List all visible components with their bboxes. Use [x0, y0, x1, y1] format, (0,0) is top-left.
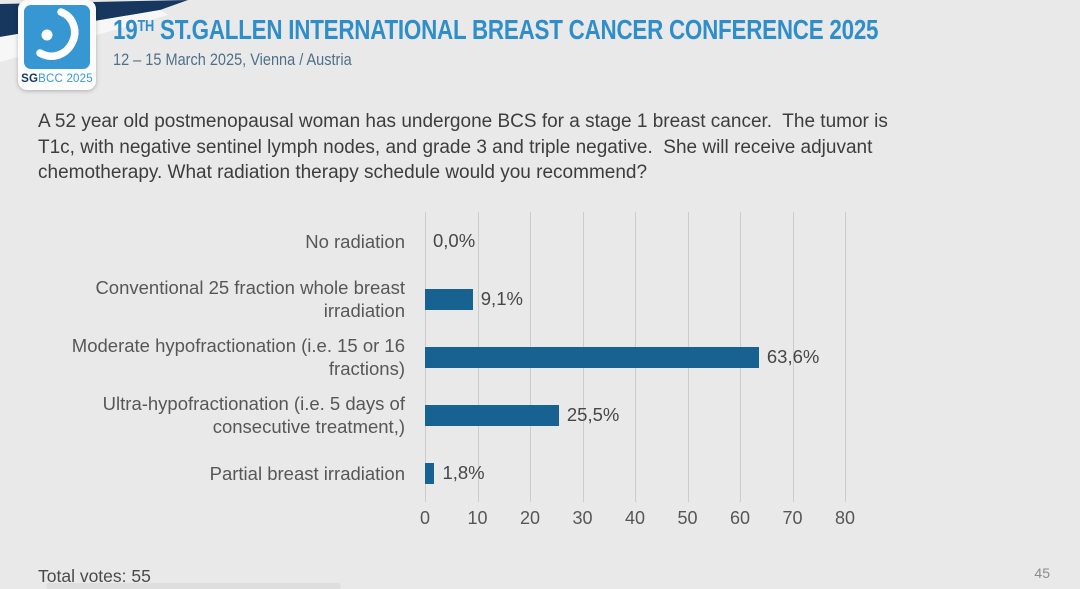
category-label: Partial breast irradiation: [209, 462, 405, 484]
bar-group: 1,8%: [425, 462, 485, 484]
chart-row: Conventional 25 fraction whole breast ir…: [0, 270, 1080, 328]
question-line: A 52 year old postmenopausal woman has u…: [38, 111, 888, 132]
x-tick-label: 70: [782, 508, 803, 528]
conference-title: 19TH ST.GALLEN INTERNATIONAL BREAST CANC…: [113, 14, 879, 46]
title-text: ST.GALLEN INTERNATIONAL BREAST CANCER CO…: [154, 14, 879, 45]
logo-mark: [24, 5, 90, 69]
bar: [425, 288, 473, 310]
poll-results-bar-chart: No radiation 0,0% Conventional 25 fracti…: [0, 212, 1080, 528]
x-tick-label: 10: [467, 508, 488, 528]
progress-pill: [46, 583, 341, 589]
bar-value-label: 1,8%: [442, 462, 485, 483]
chart-row: Partial breast irradiation 1,8%: [0, 444, 1080, 502]
bar: [425, 346, 759, 368]
breast-ribbon-icon: [36, 8, 79, 60]
gridline: [792, 212, 794, 502]
x-tick-label: 60: [729, 508, 751, 528]
title-number: 19: [113, 14, 138, 45]
title-ordinal: TH: [137, 18, 155, 35]
poll-question: A 52 year old postmenopausal woman has u…: [38, 109, 888, 186]
question-line: chemotherapy. What radiation therapy sch…: [38, 162, 648, 183]
bar-group: 0,0%: [425, 230, 475, 252]
bar-value-label: 0,0%: [433, 230, 476, 251]
chart-rows: No radiation 0,0% Conventional 25 fracti…: [0, 212, 1080, 502]
bar: [425, 462, 435, 484]
chart-row: Moderate hypofractionation (i.e. 15 or 1…: [0, 328, 1080, 386]
page-number: 45: [1034, 565, 1050, 581]
category-label: Moderate hypofractionation (i.e. 15 or 1…: [71, 335, 405, 379]
category-label: Conventional 25 fraction whole breast ir…: [95, 277, 405, 321]
bar-group: 63,6%: [425, 346, 819, 368]
category-label: No radiation: [305, 230, 405, 252]
total-votes: Total votes: 55: [38, 566, 151, 586]
bar-value-label: 25,5%: [566, 404, 620, 425]
x-tick-label: 40: [624, 508, 646, 528]
x-tick-label: 50: [677, 508, 698, 528]
logo-caption-rest: BCC 2025: [38, 73, 93, 85]
x-axis-ticks: 0 10 20 30 40 50 60 70 80: [420, 508, 870, 534]
x-tick-label: 30: [572, 508, 593, 528]
category-label: Ultra-hypofractionation (i.e. 5 days of …: [102, 393, 405, 437]
bar: [425, 404, 559, 426]
logo-caption: SGBCC 2025: [18, 73, 96, 85]
gridline: [845, 212, 846, 502]
conference-logo: SGBCC 2025: [18, 0, 96, 90]
x-tick-label: 0: [419, 508, 431, 528]
bar-group: 25,5%: [425, 404, 619, 426]
conference-date-location: 12 – 15 March 2025, Vienna / Austria: [113, 51, 352, 69]
bar-value-label: 63,6%: [766, 346, 820, 367]
chart-row: No radiation 0,0%: [0, 212, 1080, 270]
bar-value-label: 9,1%: [480, 288, 523, 309]
header-title-block: 19TH ST.GALLEN INTERNATIONAL BREAST CANC…: [113, 14, 1070, 70]
question-line: T1c, with negative sentinel lymph nodes,…: [38, 136, 873, 158]
bar-group: 9,1%: [425, 288, 523, 310]
logo-caption-bold: SG: [21, 73, 39, 85]
chart-row: Ultra-hypofractionation (i.e. 5 days of …: [0, 386, 1080, 444]
x-tick-label: 20: [519, 508, 541, 528]
x-tick-label: 80: [834, 508, 856, 528]
